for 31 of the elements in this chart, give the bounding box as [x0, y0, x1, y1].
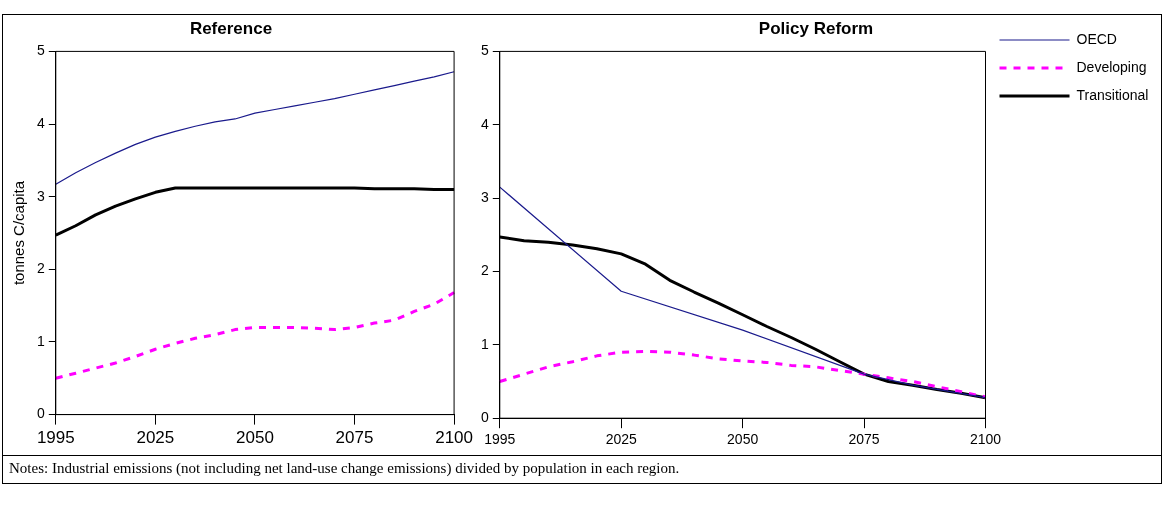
chart-title: Reference [189, 18, 273, 38]
legend-label: OECD [1076, 30, 1117, 47]
line-series [54, 291, 456, 380]
legend-label: Transitional [1076, 86, 1149, 103]
y-tick-label: 3 [480, 188, 489, 205]
y-tick-label: 4 [480, 115, 489, 132]
y-tick-label: 2 [480, 262, 489, 279]
x-tick-label: 2025 [136, 428, 175, 448]
x-tick-label: 2075 [848, 431, 880, 448]
line-series [498, 349, 987, 399]
x-tick-label: 2050 [727, 431, 759, 448]
text: Notes: Industrial emissions (not including net land-use change emissions) divided by population in each region. [3, 455, 1161, 481]
x-tick-label: 2050 [236, 428, 274, 448]
y-tick-label: 1 [480, 335, 489, 352]
y-tick-label: 1 [36, 332, 45, 349]
y-tick-label: 3 [36, 187, 45, 204]
y-tick-label: 0 [480, 409, 489, 426]
x-tick-label: 2100 [969, 431, 1002, 448]
x-tick-label: 1995 [36, 428, 75, 448]
y-tick-label: 5 [480, 42, 489, 59]
legend-label: Developing [1076, 58, 1147, 75]
y-tick-label: 2 [36, 260, 45, 277]
y-tick-label: 4 [36, 114, 45, 131]
y-tick-label: 5 [36, 42, 45, 59]
y-axis-title: tonnes C/capita [10, 180, 28, 286]
x-tick-label: 1995 [484, 431, 516, 448]
x-tick-label: 2100 [435, 428, 473, 448]
x-tick-label: 2025 [605, 431, 637, 448]
y-tick-label: 0 [36, 405, 45, 422]
chart-title: Policy Reform [758, 18, 874, 38]
x-tick-label: 2075 [335, 428, 374, 448]
